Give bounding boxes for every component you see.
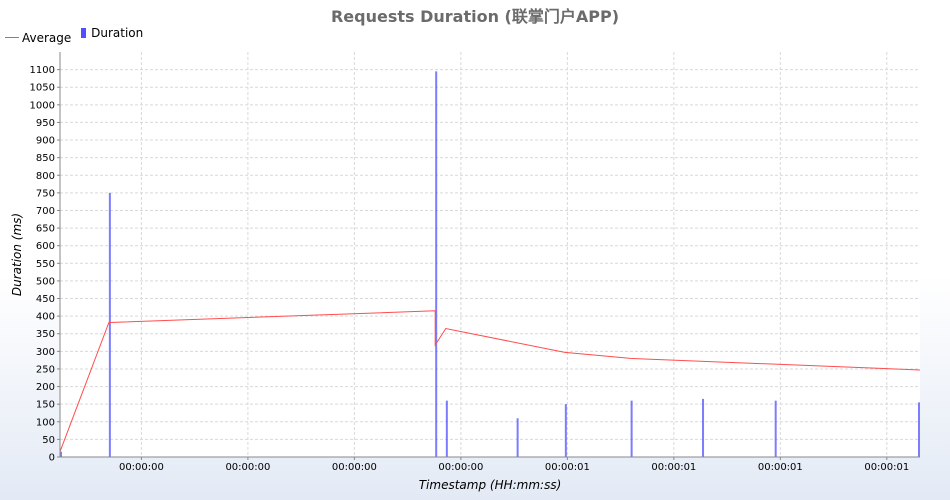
plot-area	[60, 52, 920, 457]
duration-bar-swatch	[81, 28, 87, 38]
axes	[59, 52, 920, 458]
duration-bar	[702, 398, 705, 457]
y-tick-label: 500	[36, 276, 55, 287]
average-line-swatch	[5, 37, 19, 38]
legend-item-average: Average	[5, 31, 71, 45]
y-tick-label: 450	[36, 294, 55, 305]
duration-bar	[445, 400, 448, 457]
y-tick-label: 850	[36, 153, 55, 164]
y-tick-label: 0	[49, 453, 55, 464]
duration-bar	[516, 418, 519, 457]
y-tick-label: 600	[36, 241, 55, 252]
average-line	[59, 310, 921, 452]
duration-bar	[435, 71, 438, 457]
y-tick-label: 300	[36, 347, 55, 358]
legend-label-duration: Duration	[91, 26, 144, 40]
duration-bar	[564, 404, 567, 457]
y-tick-label: 200	[36, 382, 55, 393]
y-tick-label: 250	[36, 364, 55, 375]
y-tick-label: 1100	[30, 65, 55, 76]
x-tick-label: 00:00:00	[119, 462, 164, 473]
x-tick-labels: 00:00:00 00:00:00 00:00:00 00:00:00 00:00:01…	[119, 462, 909, 473]
y-tick-label: 550	[36, 259, 55, 270]
y-tick-label: 100	[36, 417, 55, 428]
x-tick-label: 00:00:00	[332, 462, 377, 473]
x-tick-label: 00:00:01	[758, 462, 803, 473]
y-tick-labels: 0 50 100 150 200 250 300 350 400 450 500 550 600 650 7…	[30, 65, 55, 463]
x-tick-label: 00:00:00	[225, 462, 270, 473]
y-tick-label: 150	[36, 400, 55, 411]
x-tick-label: 00:00:00	[438, 462, 483, 473]
y-tick-label: 1000	[30, 100, 55, 111]
x-tick-label: 00:00:01	[651, 462, 696, 473]
y-tick-label: 1050	[30, 83, 55, 94]
y-tick-label: 700	[36, 206, 55, 217]
y-tick-label: 350	[36, 329, 55, 340]
duration-bars	[60, 71, 920, 457]
y-tick-label: 950	[36, 118, 55, 129]
x-tick-label: 00:00:01	[864, 462, 909, 473]
legend-label-average: Average	[22, 30, 72, 45]
y-tick-label: 650	[36, 224, 55, 235]
y-axis-title: Duration (ms)	[10, 213, 24, 296]
chart-title: Requests Duration (联掌门户APP)	[330, 7, 620, 26]
x-axis-title: Timestamp (HH:mm:ss)	[419, 478, 562, 492]
legend-item-duration: Duration	[81, 26, 143, 40]
x-tick-label: 00:00:01	[545, 462, 590, 473]
duration-bar	[60, 451, 62, 457]
chart-legend: Average Duration	[5, 26, 149, 45]
y-tick-label: 400	[36, 312, 55, 323]
duration-bar	[108, 192, 111, 457]
y-tick-label: 750	[36, 188, 55, 199]
duration-bar	[918, 402, 920, 457]
y-tick-label: 900	[36, 136, 55, 147]
y-tick-label: 50	[42, 435, 55, 446]
y-tick-label: 800	[36, 171, 55, 182]
duration-bar	[630, 400, 633, 457]
duration-bar	[774, 400, 777, 457]
